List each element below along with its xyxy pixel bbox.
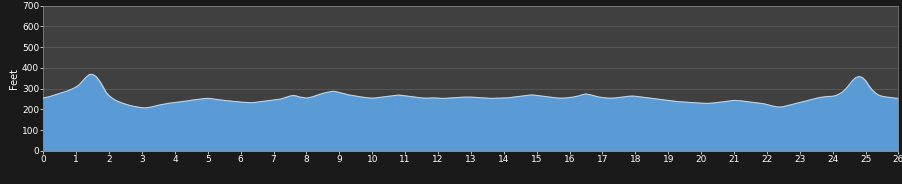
Y-axis label: Feet: Feet	[9, 68, 19, 89]
